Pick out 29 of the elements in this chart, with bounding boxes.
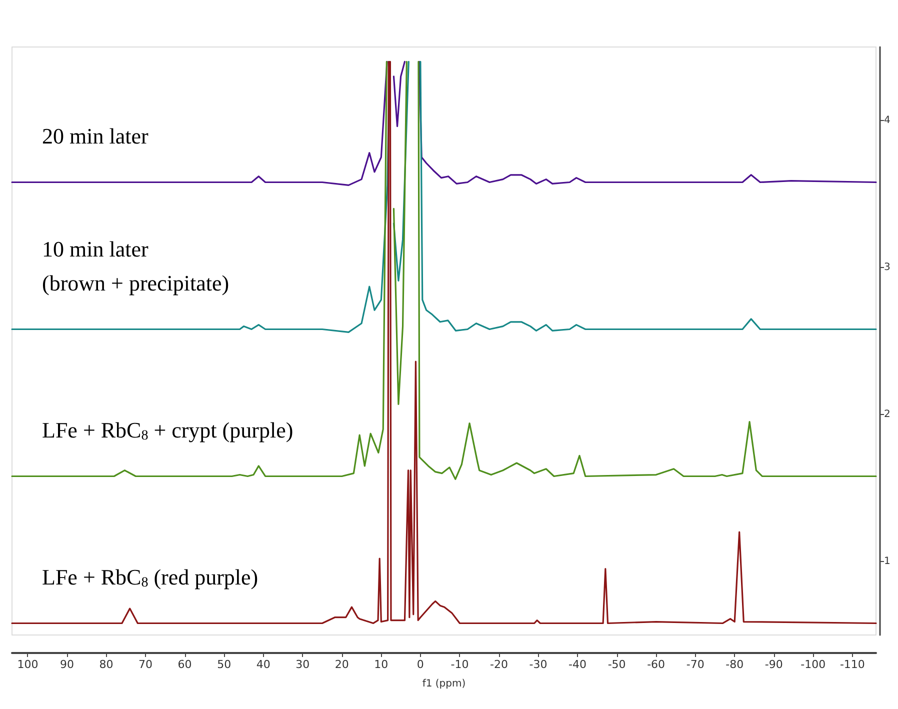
x-tick-label: -10	[450, 658, 469, 671]
x-tick-label: 0	[416, 658, 424, 671]
series-label: 10 min later (brown + precipitate)	[42, 236, 230, 296]
x-tick-label: 90	[60, 658, 74, 671]
x-tick-label: 10	[374, 658, 388, 671]
y-tick-label: 2	[884, 409, 890, 420]
y-tick-label: 3	[884, 262, 890, 273]
x-tick-label: 100	[17, 658, 38, 671]
series-label: 20 min later	[42, 123, 149, 148]
x-tick-label: -50	[608, 658, 626, 671]
x-tick-label: -30	[529, 658, 548, 671]
y-tick-label: 4	[884, 115, 890, 126]
y-tick-label: 1	[884, 556, 890, 567]
x-tick-label: -40	[568, 658, 587, 671]
x-tick-label: 40	[256, 658, 270, 671]
x-tick-label: 20	[334, 658, 349, 671]
x-tick-label: -90	[764, 658, 783, 671]
x-axis-title: f1 (ppm)	[422, 678, 466, 690]
x-tick-label: 70	[138, 658, 153, 671]
x-tick-label: -100	[800, 658, 826, 671]
x-tick-label: 30	[296, 658, 310, 671]
x-tick-label: -80	[726, 658, 744, 671]
x-tick-label: 60	[178, 658, 192, 671]
x-tick-label: -20	[490, 658, 508, 671]
x-tick-label: -110	[840, 658, 865, 671]
x-tick-label: -70	[686, 658, 704, 671]
x-tick-label: 80	[99, 658, 114, 671]
x-tick-label: 50	[217, 658, 232, 671]
x-tick-label: -60	[647, 658, 666, 671]
